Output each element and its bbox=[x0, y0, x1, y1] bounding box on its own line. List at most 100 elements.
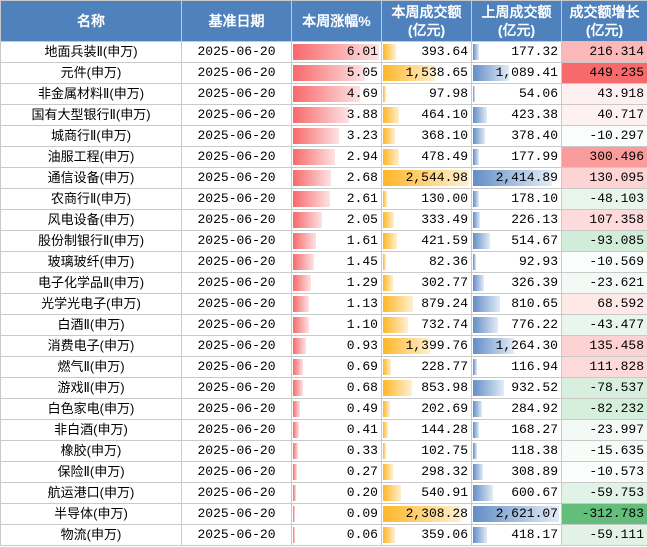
last-week-volume-bar bbox=[473, 254, 476, 270]
last-week-volume-value: 514.67 bbox=[511, 233, 558, 248]
last-week-volume-value: 776.22 bbox=[511, 317, 558, 332]
base-date: 2025-06-20 bbox=[181, 62, 292, 84]
header-last-week-volume[interactable]: 上周成交额 (亿元) bbox=[471, 0, 562, 42]
table-row[interactable]: 风电设备(申万) 2025-06-20 2.05 333.49 226.13 107.35… bbox=[0, 209, 647, 231]
table-row[interactable]: 光学光电子(申万) 2025-06-20 1.13 879.24 810.65 68.59… bbox=[0, 293, 647, 315]
weekly-change-bar bbox=[293, 464, 297, 480]
header-this-week-volume[interactable]: 本周成交额 (亿元) bbox=[381, 0, 472, 42]
last-week-volume-value: 177.99 bbox=[511, 149, 558, 164]
last-week-volume-bar bbox=[473, 506, 559, 522]
this-week-volume: 144.28 bbox=[381, 419, 472, 441]
base-date: 2025-06-20 bbox=[181, 167, 292, 189]
this-week-volume-bar bbox=[383, 275, 393, 291]
weekly-change-value: 0.68 bbox=[346, 380, 378, 395]
this-week-volume-value: 1,538.65 bbox=[405, 65, 468, 80]
this-week-volume-value: 130.00 bbox=[421, 191, 468, 206]
weekly-change-value: 0.33 bbox=[346, 443, 378, 458]
table-row[interactable]: 油服工程(申万) 2025-06-20 2.94 478.49 177.99 300.49… bbox=[0, 146, 647, 168]
base-date: 2025-06-20 bbox=[181, 440, 292, 462]
this-week-volume: 1,538.65 bbox=[381, 62, 472, 84]
weekly-change-value: 0.93 bbox=[346, 338, 378, 353]
this-week-volume: 421.59 bbox=[381, 230, 472, 252]
this-week-volume-value: 2,544.98 bbox=[405, 170, 468, 185]
last-week-volume: 308.89 bbox=[471, 461, 562, 483]
this-week-volume-value: 228.77 bbox=[421, 359, 468, 374]
table-row[interactable]: 农商行Ⅱ(申万) 2025-06-20 2.61 130.00 178.10 -48.10… bbox=[0, 188, 647, 210]
last-week-volume-value: 2,414.89 bbox=[495, 170, 558, 185]
table-row[interactable]: 物流(申万) 2025-06-20 0.06 359.06 418.17 -59.111 bbox=[0, 524, 647, 546]
this-week-volume: 853.98 bbox=[381, 377, 472, 399]
volume-growth: -59.111 bbox=[561, 524, 647, 546]
sector-name: 物流(申万) bbox=[0, 524, 182, 546]
weekly-change-bar bbox=[293, 212, 322, 228]
table-row[interactable]: 消费电子(申万) 2025-06-20 0.93 1,399.76 1,264.30 13… bbox=[0, 335, 647, 357]
table-row[interactable]: 燃气Ⅱ(申万) 2025-06-20 0.69 228.77 116.94 111.828 bbox=[0, 356, 647, 378]
this-week-volume-bar bbox=[383, 212, 394, 228]
this-week-volume-bar bbox=[383, 44, 396, 60]
weekly-change: 0.27 bbox=[291, 461, 382, 483]
table-row[interactable]: 通信设备(申万) 2025-06-20 2.68 2,544.98 2,414.89 13… bbox=[0, 167, 647, 189]
weekly-change: 0.33 bbox=[291, 440, 382, 462]
this-week-volume-bar bbox=[383, 464, 393, 480]
weekly-change-bar bbox=[293, 149, 335, 165]
this-week-volume-value: 879.24 bbox=[421, 296, 468, 311]
table-row[interactable]: 玻璃玻纤(申万) 2025-06-20 1.45 82.36 92.93 -10.569 bbox=[0, 251, 647, 273]
table-row[interactable]: 股份制银行Ⅱ(申万) 2025-06-20 1.61 421.59 514.67 -93.… bbox=[0, 230, 647, 252]
sector-name: 光学光电子(申万) bbox=[0, 293, 182, 315]
this-week-volume-bar bbox=[383, 254, 386, 270]
table-row[interactable]: 电子化学品Ⅱ(申万) 2025-06-20 1.29 302.77 326.39 -23.… bbox=[0, 272, 647, 294]
last-week-volume: 1,264.30 bbox=[471, 335, 562, 357]
header-volume-growth[interactable]: 成交额增长 (亿元) bbox=[561, 0, 647, 42]
header-date[interactable]: 基准日期 bbox=[181, 0, 292, 42]
last-week-volume-bar bbox=[473, 191, 479, 207]
table-row[interactable]: 国有大型银行Ⅱ(申万) 2025-06-20 3.88 464.10 423.38 40.… bbox=[0, 104, 647, 126]
table-row[interactable]: 橡胶(申万) 2025-06-20 0.33 102.75 118.38 -15.635 bbox=[0, 440, 647, 462]
this-week-volume-value: 853.98 bbox=[421, 380, 468, 395]
this-week-volume-value: 302.77 bbox=[421, 275, 468, 290]
weekly-change-bar bbox=[293, 443, 298, 459]
weekly-change-bar bbox=[293, 275, 311, 291]
this-week-volume-bar bbox=[383, 506, 461, 522]
last-week-volume-value: 326.39 bbox=[511, 275, 558, 290]
this-week-volume: 393.64 bbox=[381, 41, 472, 63]
this-week-volume-value: 540.91 bbox=[421, 485, 468, 500]
this-week-volume: 1,399.76 bbox=[381, 335, 472, 357]
volume-growth: 449.235 bbox=[561, 62, 647, 84]
last-week-volume-value: 168.27 bbox=[511, 422, 558, 437]
last-week-volume-value: 810.65 bbox=[511, 296, 558, 311]
table-row[interactable]: 航运港口(申万) 2025-06-20 0.20 540.91 600.67 -59.75… bbox=[0, 482, 647, 504]
weekly-change: 0.68 bbox=[291, 377, 382, 399]
weekly-change: 0.20 bbox=[291, 482, 382, 504]
this-week-volume: 478.49 bbox=[381, 146, 472, 168]
header-name[interactable]: 名称 bbox=[0, 0, 182, 42]
weekly-change-bar bbox=[293, 359, 303, 375]
last-week-volume: 418.17 bbox=[471, 524, 562, 546]
base-date: 2025-06-20 bbox=[181, 125, 292, 147]
table-row[interactable]: 白酒Ⅱ(申万) 2025-06-20 1.10 732.74 776.22 -43.477 bbox=[0, 314, 647, 336]
table-row[interactable]: 城商行Ⅱ(申万) 2025-06-20 3.23 368.10 378.40 -10.29… bbox=[0, 125, 647, 147]
table-row[interactable]: 白色家电(申万) 2025-06-20 0.49 202.69 284.92 -82.23… bbox=[0, 398, 647, 420]
volume-growth: -93.085 bbox=[561, 230, 647, 252]
weekly-change: 1.13 bbox=[291, 293, 382, 315]
header-change[interactable]: 本周涨幅% bbox=[291, 0, 382, 42]
table-row[interactable]: 半导体(申万) 2025-06-20 0.09 2,308.28 2,621.07 -31… bbox=[0, 503, 647, 525]
volume-growth: -23.997 bbox=[561, 419, 647, 441]
table-row[interactable]: 非金属材料Ⅱ(申万) 2025-06-20 4.69 97.98 54.06 43.918 bbox=[0, 83, 647, 105]
weekly-change-value: 6.01 bbox=[346, 44, 378, 59]
this-week-volume-bar bbox=[383, 338, 430, 354]
table-row[interactable]: 游戏Ⅱ(申万) 2025-06-20 0.68 853.98 932.52 -78.537 bbox=[0, 377, 647, 399]
table-row[interactable]: 保险Ⅱ(申万) 2025-06-20 0.27 298.32 308.89 -10.573 bbox=[0, 461, 647, 483]
last-week-volume: 92.93 bbox=[471, 251, 562, 273]
table-row[interactable]: 地面兵装Ⅱ(申万) 2025-06-20 6.01 393.64 177.32 216.3… bbox=[0, 41, 647, 63]
weekly-change-bar bbox=[293, 233, 316, 249]
table-row[interactable]: 元件(申万) 2025-06-20 5.05 1,538.65 1,089.41 449.… bbox=[0, 62, 647, 84]
base-date: 2025-06-20 bbox=[181, 83, 292, 105]
last-week-volume-bar bbox=[473, 275, 484, 291]
last-week-volume-bar bbox=[473, 65, 509, 81]
weekly-change-bar bbox=[293, 485, 296, 501]
weekly-change-value: 3.23 bbox=[346, 128, 378, 143]
volume-growth: -43.477 bbox=[561, 314, 647, 336]
table-row[interactable]: 非白酒(申万) 2025-06-20 0.41 144.28 168.27 -23.997 bbox=[0, 419, 647, 441]
weekly-change-bar bbox=[293, 191, 330, 207]
weekly-change-bar bbox=[293, 107, 349, 123]
